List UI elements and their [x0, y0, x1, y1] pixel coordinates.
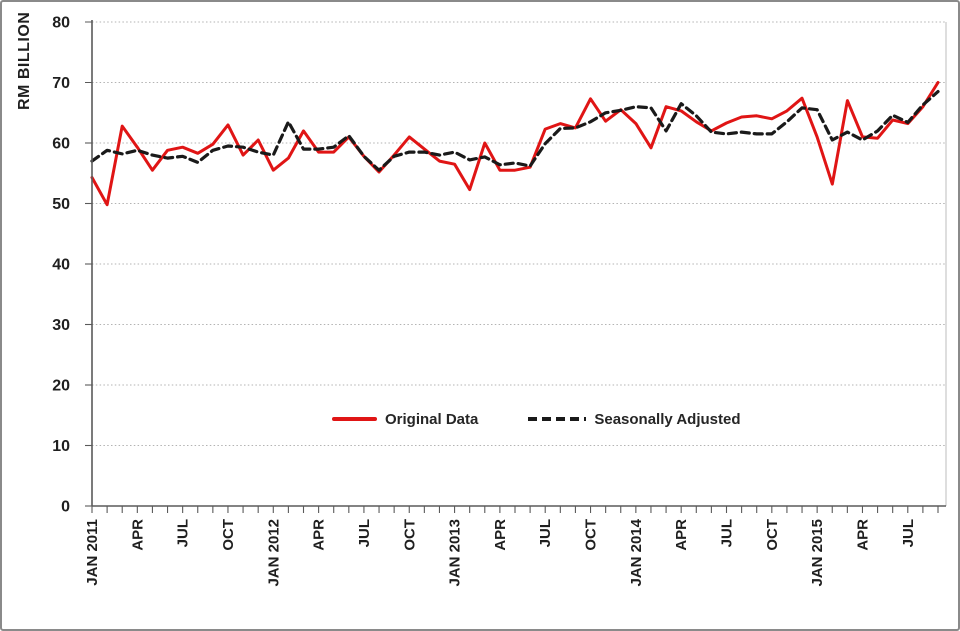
svg-text:JUL: JUL [719, 519, 736, 547]
svg-text:OCT: OCT [401, 519, 418, 551]
legend-label-seasonally-adjusted: Seasonally Adjusted [594, 410, 741, 428]
y-axis-title: RM BILLION [16, 11, 33, 110]
svg-text:JAN 2011: JAN 2011 [84, 519, 101, 586]
svg-text:APR: APR [129, 519, 146, 551]
svg-text:40: 40 [52, 257, 70, 274]
svg-text:JAN 2015: JAN 2015 [809, 519, 826, 587]
svg-text:70: 70 [52, 75, 70, 92]
svg-text:0: 0 [61, 499, 70, 516]
svg-text:JAN 2014: JAN 2014 [628, 518, 645, 586]
svg-text:10: 10 [52, 438, 70, 455]
svg-text:50: 50 [52, 196, 70, 213]
legend: Original Data Seasonally Adjusted [332, 407, 741, 431]
svg-text:30: 30 [52, 317, 70, 334]
svg-text:JUL: JUL [356, 519, 373, 547]
svg-text:JAN 2012: JAN 2012 [265, 519, 282, 587]
svg-text:60: 60 [52, 136, 70, 153]
svg-text:JAN 2013: JAN 2013 [447, 519, 464, 587]
svg-text:OCT: OCT [220, 519, 237, 551]
svg-text:OCT: OCT [583, 519, 600, 551]
svg-text:APR: APR [492, 519, 509, 551]
legend-line-original-swatch [332, 417, 377, 421]
svg-text:20: 20 [52, 378, 70, 395]
legend-label-original: Original Data [385, 410, 479, 428]
svg-text:JUL: JUL [175, 519, 192, 547]
svg-text:APR: APR [854, 519, 871, 551]
svg-text:80: 80 [52, 15, 70, 32]
svg-text:APR: APR [311, 519, 328, 551]
svg-text:JUL: JUL [900, 519, 917, 547]
svg-text:APR: APR [673, 519, 690, 551]
legend-line-seasonally-adjusted-swatch [528, 417, 587, 421]
svg-text:JUL: JUL [537, 519, 554, 547]
svg-text:OCT: OCT [764, 519, 781, 551]
